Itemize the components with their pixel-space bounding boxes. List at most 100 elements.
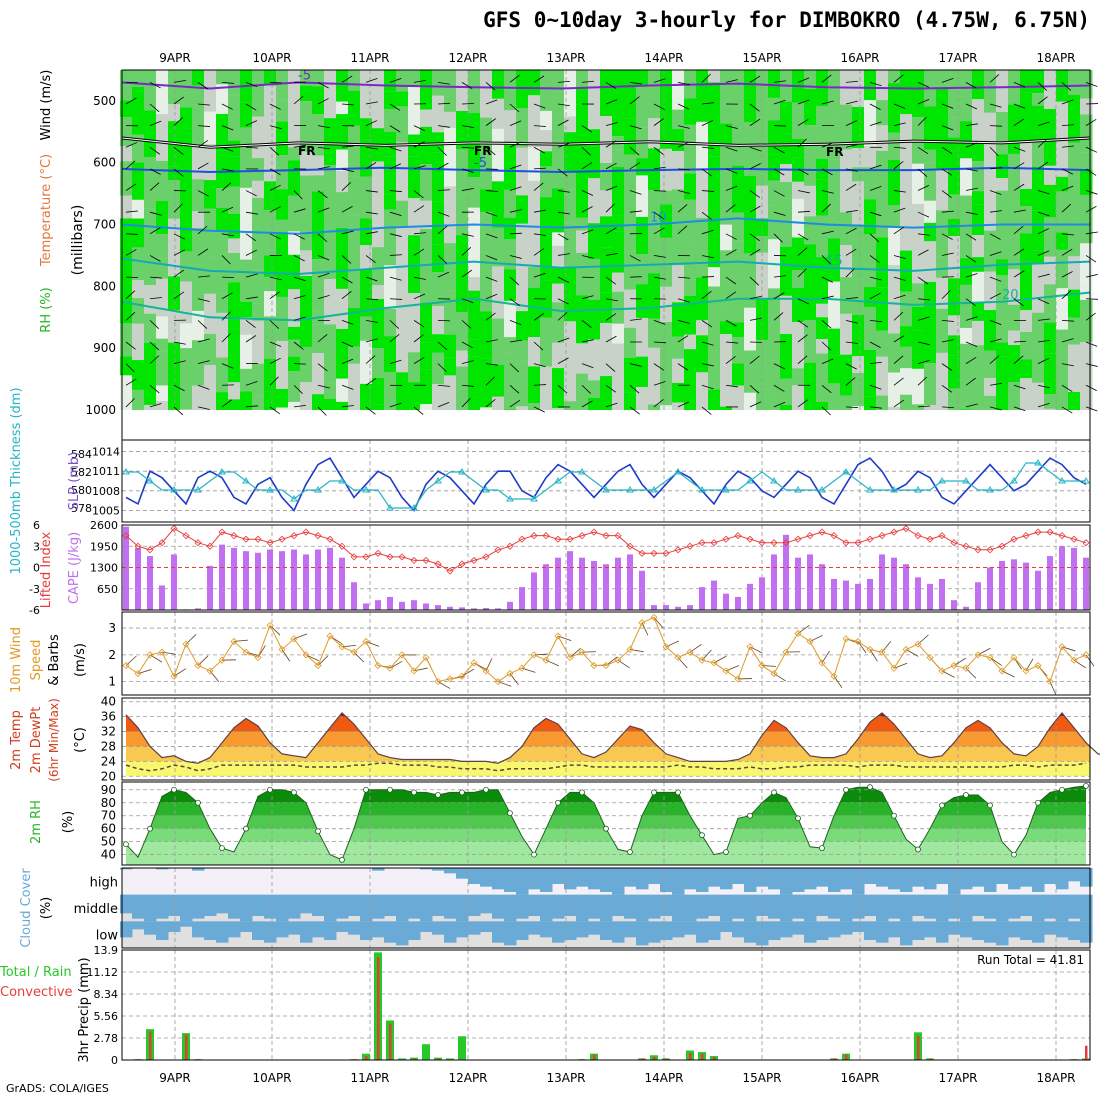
cloud-low-cell: [660, 921, 673, 940]
rh-cell: [180, 348, 193, 388]
wind-barb: [125, 398, 135, 408]
precip-conv-bar: [845, 1054, 848, 1060]
rh-cell: [672, 302, 685, 337]
cloud-middle-cell: [996, 894, 1009, 922]
rh-cell: [228, 238, 241, 254]
rh2m-point: [915, 846, 921, 853]
rh-cell: [972, 376, 985, 407]
cape-bar: [531, 572, 537, 610]
rh-cell: [768, 70, 781, 98]
lifted-point: [950, 539, 958, 547]
wind-barb: [509, 209, 522, 213]
cloud-level-label: middle: [74, 902, 118, 917]
wind-barb: [701, 363, 714, 367]
cape-bar: [471, 608, 477, 610]
wind-barb: [797, 210, 810, 213]
cloud-middle-cell: [600, 894, 613, 922]
rh-cell: [792, 102, 805, 139]
cloud-high-cell: [840, 868, 853, 890]
cape-bar: [363, 603, 369, 610]
rh-cell: [948, 70, 961, 118]
rh-cell: [1068, 344, 1081, 393]
rh-cell: [432, 152, 445, 202]
wind-barb: [725, 146, 738, 152]
rh-cell: [192, 310, 205, 341]
rh-cell: [912, 368, 925, 405]
precip-conv-bar: [833, 1058, 836, 1060]
cloud-high-cell: [420, 868, 433, 870]
wind-barb: [485, 146, 496, 156]
wind-barb: [989, 406, 1002, 411]
wind-barb: [149, 341, 160, 351]
cape-bar: [975, 582, 981, 610]
rh-cell: [804, 185, 817, 217]
rh-cell: [876, 356, 889, 396]
cloud-high-cell: [624, 868, 637, 887]
rh-cell: [180, 387, 193, 410]
cloud-high-cell: [1068, 868, 1081, 882]
wind-barb: [221, 168, 234, 172]
wind-barb: [125, 210, 138, 213]
wind10-point: [662, 643, 670, 651]
rh-cell: [324, 70, 337, 119]
rh-cell: [528, 267, 541, 289]
lifted-point: [1022, 532, 1030, 540]
cloud-middle-cell: [288, 894, 301, 919]
rh-cell: [336, 288, 349, 329]
cape-bar: [195, 608, 201, 610]
wind-barb: [989, 74, 1000, 83]
rh-cell: [1080, 194, 1093, 244]
rh-cell: [276, 121, 289, 156]
rh-cell: [564, 267, 577, 294]
isotherm-label: 15: [826, 254, 843, 269]
rh-cell: [312, 365, 325, 395]
cloud-middle-cell: [1056, 894, 1069, 922]
rh-cell: [852, 224, 865, 239]
rh2m-point: [579, 789, 585, 796]
cloud-high-cell: [1056, 868, 1069, 890]
rh-cell: [876, 237, 889, 272]
wind-barb: [317, 406, 327, 416]
day-label-top: 14APR: [644, 51, 683, 65]
rh-cell: [384, 308, 397, 337]
rh-cell: [504, 110, 517, 142]
wind-barb: [701, 102, 714, 105]
rh-cell: [132, 389, 145, 410]
rh-cell: [156, 278, 169, 317]
wind-barb: [845, 144, 858, 148]
rh-cell: [492, 266, 505, 282]
cloud-low-cell: [768, 921, 781, 940]
rh-cell: [276, 70, 289, 101]
precip-conv-bar: [413, 1058, 416, 1060]
precip-conv-bar: [149, 1031, 152, 1060]
rh2m-point: [171, 786, 177, 793]
rh-cell: [240, 317, 253, 335]
rh-cell: [684, 98, 697, 112]
rh-cell: [648, 190, 661, 232]
wind-barb: [773, 190, 785, 197]
rh-cell: [696, 264, 709, 278]
rh-cell: [576, 343, 589, 374]
cloud-middle-cell: [384, 894, 397, 916]
wind10-point: [218, 656, 226, 664]
rh-cell: [336, 401, 349, 410]
rh-cell: [228, 213, 241, 239]
temp-band: [126, 716, 1090, 732]
rh-cell: [324, 188, 337, 235]
rh2m-point: [339, 856, 345, 863]
wind10-point: [902, 645, 910, 654]
wind-barb: [917, 341, 930, 346]
rh-cell: [744, 97, 757, 123]
precip-conv-bar: [665, 1058, 668, 1060]
lifted-point: [446, 567, 454, 575]
rh2m-point: [291, 789, 297, 796]
rh-cell: [564, 222, 577, 268]
rh-cell: [408, 85, 421, 135]
wind-barb: [293, 208, 306, 213]
rh-cell: [612, 231, 625, 249]
wind-barb: [749, 276, 760, 286]
wind-barb: [293, 363, 307, 365]
wind-barb: [749, 355, 760, 364]
wind-barb: [293, 95, 304, 105]
rh-cell: [264, 181, 277, 211]
